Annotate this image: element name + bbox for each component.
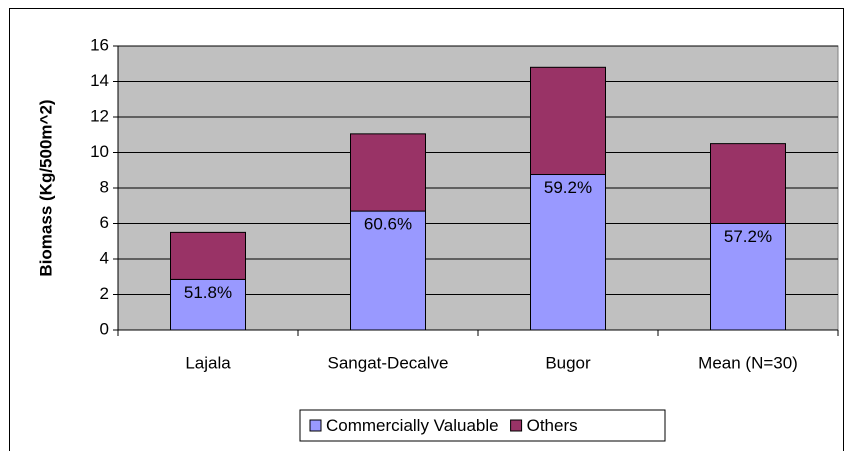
y-tick-label: 8	[100, 177, 109, 196]
legend-label: Others	[527, 416, 578, 435]
value-label: 59.2%	[544, 178, 592, 197]
x-tick-label: Sangat-Decalve	[328, 353, 449, 372]
bar-segment	[170, 231, 246, 280]
value-label: 60.6%	[364, 215, 412, 234]
bar-segment	[170, 278, 246, 331]
legend-swatch	[510, 419, 523, 432]
y-tick-label: 0	[100, 319, 109, 338]
legend-box	[299, 409, 666, 442]
legend-label: Commercially Valuable	[326, 416, 499, 435]
value-label: 51.8%	[184, 283, 232, 302]
y-tick-label: 2	[100, 284, 109, 303]
bar-segment	[530, 174, 606, 331]
y-tick-label: 4	[100, 248, 109, 267]
x-tick-label: Lajala	[185, 353, 231, 372]
bar-segment	[710, 223, 786, 331]
y-tick-label: 6	[100, 213, 109, 232]
bar-segment	[350, 210, 426, 331]
x-tick-label: Bugor	[545, 353, 591, 372]
bar-segment	[350, 133, 426, 212]
x-tick-label: Mean (N=30)	[698, 353, 798, 372]
value-label: 57.2%	[724, 227, 772, 246]
bar-segment	[710, 143, 786, 224]
y-tick-label: 12	[90, 106, 109, 125]
y-tick-label: 10	[90, 142, 109, 161]
legend-swatch	[309, 419, 322, 432]
y-axis-label: Biomass (Kg/500m^2)	[36, 99, 55, 276]
y-tick-label: 16	[90, 35, 109, 54]
y-tick-label: 14	[90, 71, 109, 90]
bar-segment	[530, 66, 606, 176]
